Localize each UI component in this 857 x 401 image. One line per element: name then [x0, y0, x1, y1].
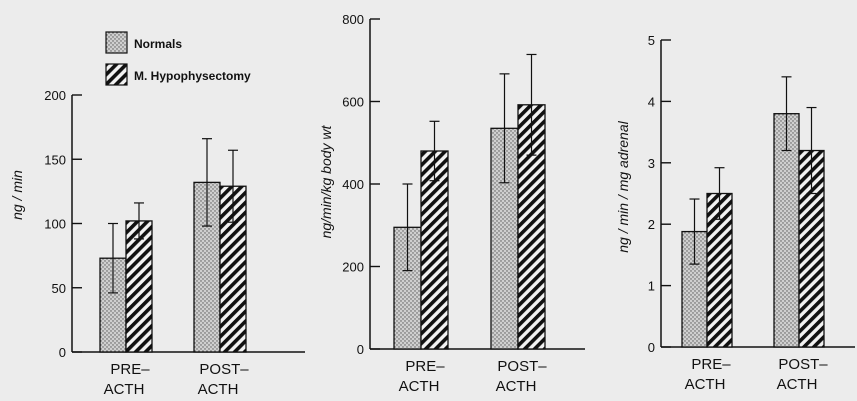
y-tick-label: 1 — [648, 279, 655, 294]
y-tick-label: 2 — [648, 217, 655, 232]
chart-panel-1: 0 50 100 150 200 ng / min PRE– ACTH POST– ACTH — [9, 88, 305, 398]
y-axis-label: ng / min / mg adrenal — [615, 120, 631, 252]
legend-swatch-hypophysectomy — [105, 63, 128, 86]
bar-hypophysectomy — [420, 150, 449, 350]
y-tick-label: 100 — [44, 217, 66, 232]
x-tick-label: POST– — [497, 358, 547, 375]
y-tick-label: 3 — [648, 156, 655, 171]
x-tick-label: PRE– — [691, 356, 731, 373]
x-tick-label: ACTH — [198, 381, 239, 398]
x-tick-label: PRE– — [110, 361, 150, 378]
x-tick-label: ACTH — [399, 378, 440, 395]
x-tick-label: POST– — [778, 356, 828, 373]
y-tick-label: 800 — [342, 12, 364, 27]
y-axis-label: ng/min/kg body wt — [318, 124, 334, 238]
x-tick-label: ACTH — [777, 376, 818, 393]
bar-hypophysectomy — [517, 104, 546, 350]
legend-label-normals: Normals — [134, 37, 182, 51]
y-tick-label: 0 — [357, 342, 364, 357]
y-tick-label: 600 — [342, 95, 364, 110]
y-tick-label: 50 — [52, 281, 66, 296]
chart-panel-3: 0 1 2 3 4 5 ng / min / mg adrenal PRE– ACTH POST–… — [615, 33, 855, 393]
x-tick-label: ACTH — [496, 378, 537, 395]
bar-hypophysectomy — [125, 220, 153, 353]
y-tick-label: 400 — [342, 177, 364, 192]
legend: Normals M. Hypophysectomy — [105, 31, 251, 86]
y-tick-label: 150 — [44, 152, 66, 167]
legend-label-hypophysectomy: M. Hypophysectomy — [134, 69, 251, 83]
x-tick-label: POST– — [199, 361, 249, 378]
y-axis-label: ng / min — [9, 170, 25, 220]
x-tick-label: ACTH — [685, 376, 726, 393]
y-tick-label: 0 — [59, 345, 66, 360]
y-tick-label: 0 — [648, 340, 655, 355]
chart-panel-2: 0 200 400 600 800 ng/min/kg body wt PRE– ACTH PO… — [318, 12, 585, 395]
y-tick-label: 200 — [44, 88, 66, 103]
x-tick-label: ACTH — [104, 381, 145, 398]
y-tick-label: 4 — [648, 94, 655, 109]
legend-swatch-normals — [105, 31, 128, 54]
x-tick-label: PRE– — [405, 358, 445, 375]
y-tick-label: 200 — [342, 260, 364, 275]
bar-normals — [773, 113, 800, 348]
y-tick-label: 5 — [648, 33, 655, 48]
